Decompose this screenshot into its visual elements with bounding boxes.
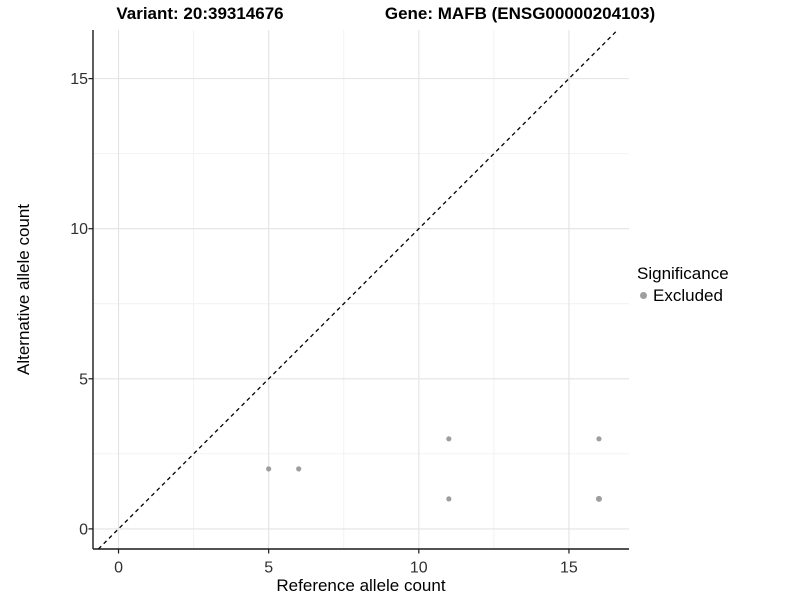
axis-tick-labels: 0 5 10 15 0 5 10 15 — [70, 71, 578, 576]
y-tick-label: 15 — [70, 71, 88, 88]
legend-point-icon — [640, 292, 647, 299]
legend-item-excluded: Excluded — [640, 286, 729, 305]
data-point — [266, 466, 272, 472]
x-tick-label: 10 — [410, 560, 428, 577]
legend-item-label: Excluded — [653, 286, 723, 305]
y-tick-label: 0 — [79, 521, 88, 538]
data-point — [596, 436, 602, 442]
data-point — [446, 436, 452, 442]
grid-major-lines — [93, 30, 629, 549]
identity-dashed-line — [97, 29, 619, 550]
x-tick-label: 15 — [560, 560, 578, 577]
identity-line — [97, 29, 619, 550]
data-point — [446, 496, 452, 502]
x-tick-label: 0 — [114, 560, 123, 577]
legend-title: Significance — [637, 264, 729, 283]
plot-title-gene: Gene: MAFB (ENSG00000204103) — [384, 4, 656, 23]
grid-minor-lines — [93, 30, 629, 549]
x-tick-label: 5 — [264, 560, 273, 577]
y-tick-label: 10 — [70, 221, 88, 238]
y-axis-title: Alternative allele count — [14, 204, 33, 375]
plot-title-variant: Variant: 20:39314676 — [116, 4, 284, 23]
x-axis-title: Reference allele count — [276, 576, 445, 595]
data-point — [595, 495, 602, 502]
data-point — [296, 466, 302, 472]
y-tick-label: 5 — [79, 371, 88, 388]
legend: Significance Excluded — [637, 264, 729, 305]
axis-lines — [92, 30, 629, 550]
data-points — [266, 436, 602, 502]
axis-ticks — [88, 78, 570, 554]
